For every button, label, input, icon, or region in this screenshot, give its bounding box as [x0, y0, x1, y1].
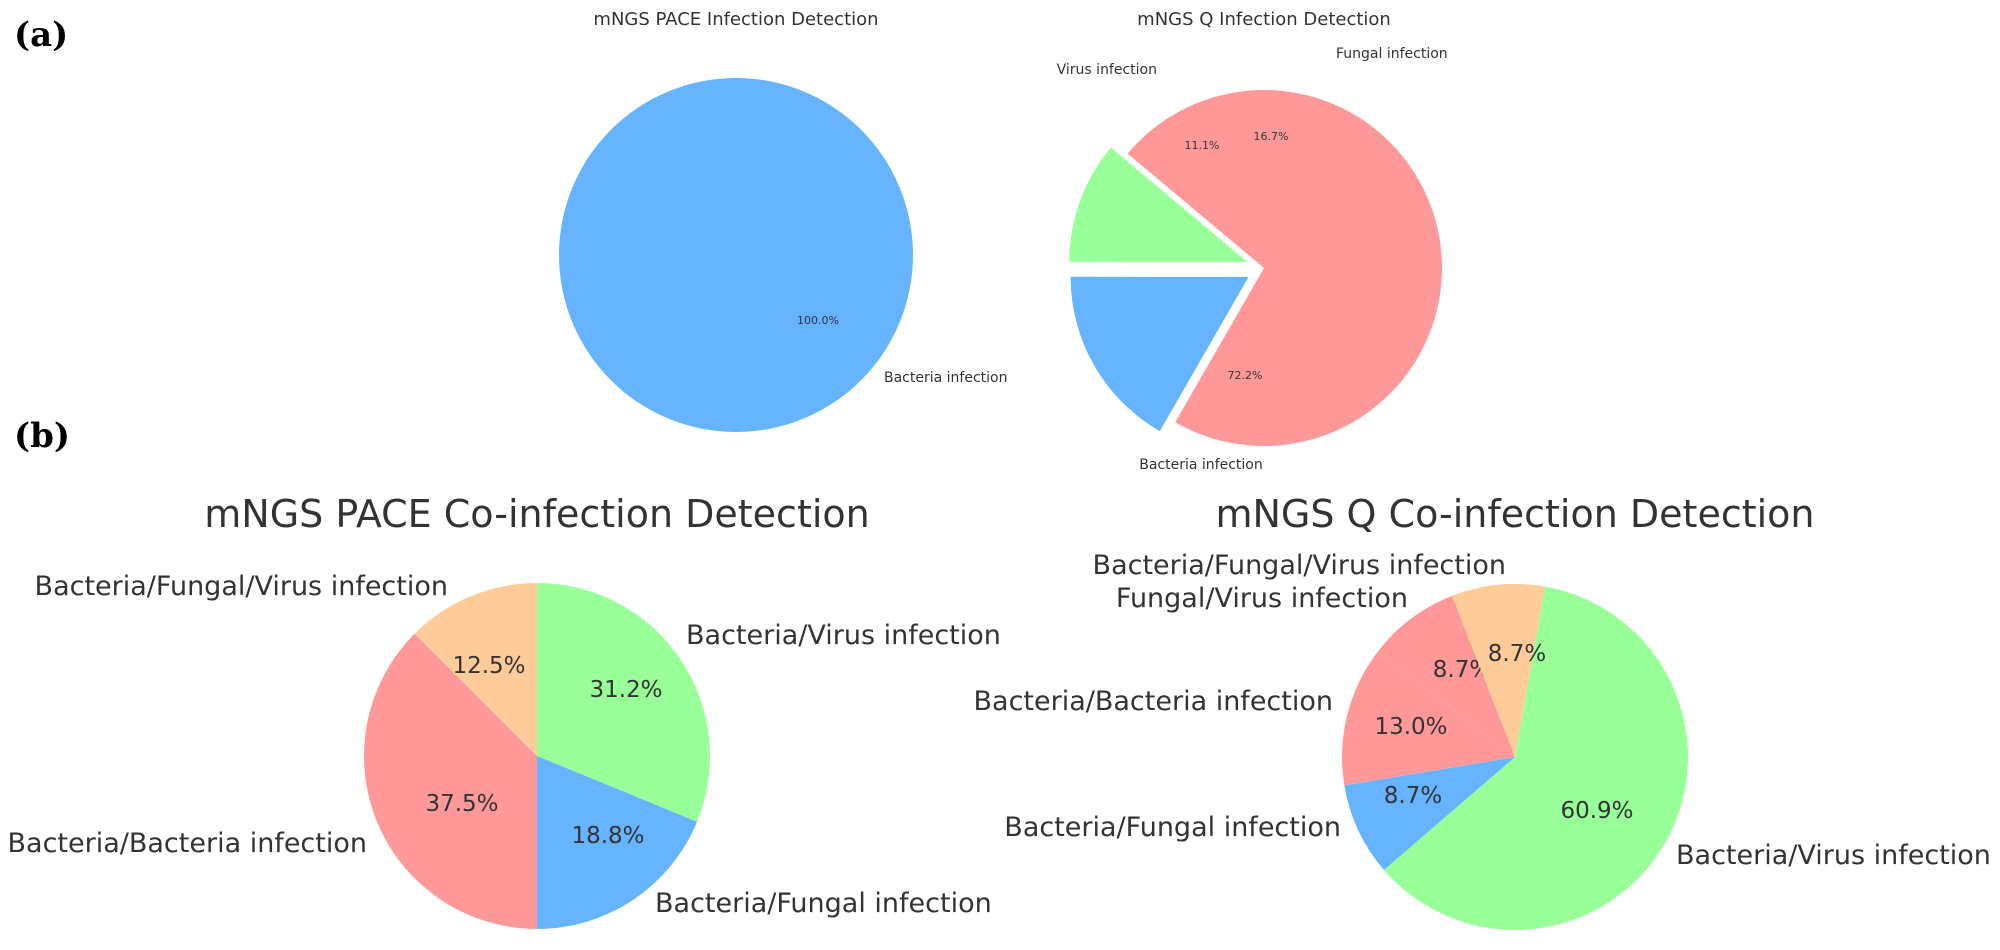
chart-title: mNGS PACE Infection Detection	[593, 9, 878, 30]
pie-slice	[559, 78, 913, 432]
pie-chart-1: mNGS PACE Infection Detection Bacteria in…	[559, 9, 1007, 432]
pie-slice	[537, 583, 710, 822]
pie-slice	[1344, 757, 1515, 870]
pie-slice	[364, 633, 537, 929]
slice-percent-label: 72.2%	[1228, 369, 1263, 382]
pie-slice	[1383, 586, 1689, 930]
slice-percent-label: 11.1%	[1185, 139, 1220, 152]
pie-slice	[1452, 584, 1546, 757]
slice-percent-label: 18.8%	[571, 823, 644, 849]
chart-title: mNGS Q Co-infection Detection	[1215, 492, 1814, 536]
slice-percent-label: 13.0%	[1374, 714, 1447, 740]
slice-label: Bacteria/Fungal/Virus infection	[35, 571, 448, 602]
slice-label: Bacteria/Fungal infection	[1004, 812, 1341, 843]
pie-slice	[1070, 276, 1249, 432]
slice-percent-label: 37.5%	[425, 791, 498, 817]
slice-percent-label: 100.0%	[797, 314, 839, 327]
panel-label-a: (a)	[14, 15, 68, 55]
pie-slice	[1342, 652, 1515, 786]
slice-percent-label: 12.5%	[452, 653, 525, 679]
pie-charts: mNGS PACE Infection Detection Bacteria in…	[8, 9, 1991, 930]
slice-percent-label: 16.7%	[1254, 130, 1289, 143]
slice-percent-label: 8.7%	[1384, 783, 1442, 809]
pie-chart-3: mNGS PACE Co-infection Detection Bacteria…	[8, 492, 1001, 929]
pie-slice	[1069, 147, 1248, 262]
pie-slice	[414, 583, 537, 756]
slice-label: Bacteria infection	[1139, 457, 1262, 473]
panel-label-b: (b)	[14, 416, 70, 456]
slice-label: Bacteria/Virus infection	[686, 620, 1001, 651]
pie-slice	[537, 756, 698, 929]
slice-label: Bacteria/Bacteria infection	[8, 828, 368, 859]
slice-label: Virus infection	[1057, 62, 1157, 78]
pie-slice	[1127, 89, 1442, 446]
slice-label: Bacteria/Fungal infection	[655, 888, 992, 919]
slice-label: Bacteria infection	[884, 370, 1007, 386]
slice-label: Bacteria/Fungal/Virus infection	[1093, 550, 1506, 581]
slice-label: Fungal infection	[1336, 46, 1448, 62]
pie-slice	[1377, 595, 1515, 757]
pie-chart-4: mNGS Q Co-infection Detection Bacteria/Vi…	[974, 492, 1991, 930]
slice-label: Bacteria/Bacteria infection	[974, 686, 1334, 717]
slice-percent-label: 60.9%	[1560, 798, 1633, 824]
slice-percent-label: 8.7%	[1488, 641, 1546, 667]
slice-label: Fungal/Virus infection	[1116, 583, 1408, 614]
slice-percent-label: 31.2%	[589, 677, 662, 703]
chart-title: mNGS PACE Co-infection Detection	[204, 492, 869, 536]
chart-title: mNGS Q Infection Detection	[1137, 9, 1391, 30]
slice-label: Bacteria/Virus infection	[1676, 840, 1991, 871]
pie-chart-2: mNGS Q Infection Detection Bacteria infec…	[1057, 9, 1448, 473]
